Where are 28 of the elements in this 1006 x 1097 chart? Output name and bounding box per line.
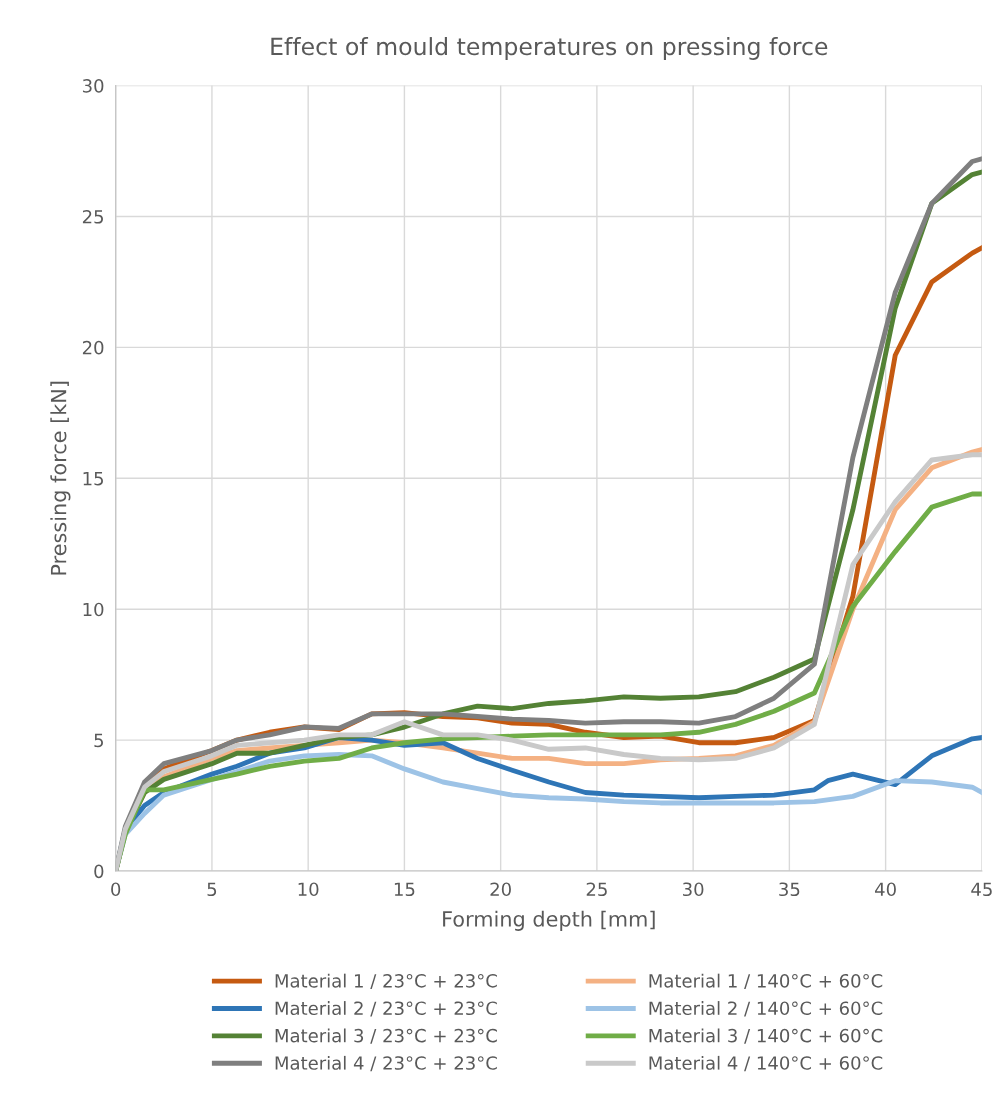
legend-label: Material 2 / 140°C + 60°C bbox=[649, 1001, 883, 1017]
x-tick-label: 15 bbox=[394, 882, 415, 897]
legend-label: Material 2 / 23°C + 23°C bbox=[275, 1001, 497, 1017]
legend-label: Material 4 / 23°C + 23°C bbox=[275, 1055, 497, 1072]
y-axis-title: Pressing force [kN] bbox=[50, 381, 71, 575]
y-tick-label: 25 bbox=[82, 209, 103, 224]
y-tick-label: 15 bbox=[83, 471, 103, 486]
x-tick-label: 30 bbox=[683, 882, 704, 897]
legend-label: Material 3 / 140°C + 60°C bbox=[649, 1028, 883, 1044]
legend-label: Material 1 / 140°C + 60°C bbox=[649, 973, 883, 990]
x-tick-label: 5 bbox=[207, 882, 217, 897]
y-tick-label: 10 bbox=[83, 602, 104, 617]
y-tick-label: 20 bbox=[82, 340, 104, 355]
x-axis-title: Forming depth [mm] bbox=[443, 910, 655, 931]
x-tick-label: 0 bbox=[111, 882, 121, 897]
y-tick-label: 30 bbox=[82, 79, 104, 93]
chart-title: Effect of mould temperatures on pressing force bbox=[271, 37, 828, 60]
x-tick-label: 35 bbox=[779, 882, 800, 897]
legend-label: Material 1 / 23°C + 23°C bbox=[275, 973, 497, 990]
x-tick-label: 40 bbox=[875, 882, 896, 897]
legend-label: Material 4 / 140°C + 60°C bbox=[649, 1055, 883, 1072]
legend-label: Material 3 / 23°C + 23°C bbox=[275, 1028, 497, 1044]
y-tick-label: 0 bbox=[94, 864, 104, 879]
y-tick-label: 5 bbox=[94, 733, 103, 748]
x-tick-label: 20 bbox=[490, 882, 511, 897]
x-tick-label: 10 bbox=[298, 882, 319, 897]
x-tick-label: 45 bbox=[971, 882, 992, 897]
x-tick-label: 25 bbox=[586, 882, 607, 897]
